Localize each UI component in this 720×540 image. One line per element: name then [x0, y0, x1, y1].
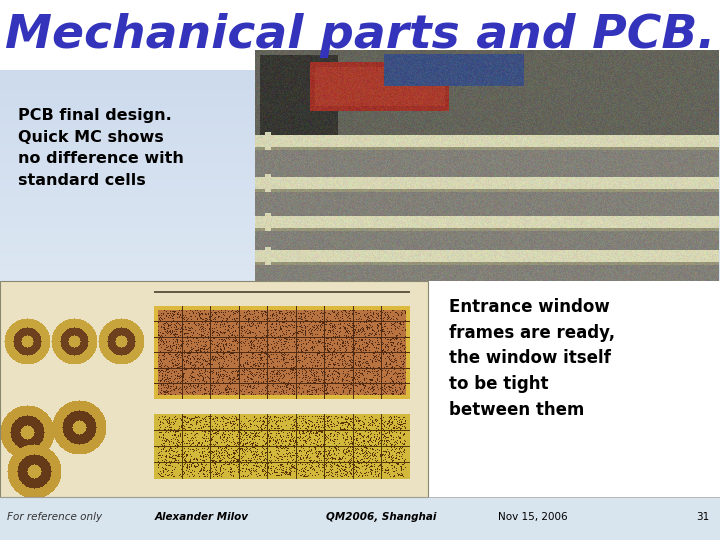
Bar — [428, 281, 720, 497]
Text: Nov 15, 2006: Nov 15, 2006 — [498, 512, 567, 522]
Text: Mechanical parts and PCB.: Mechanical parts and PCB. — [5, 12, 715, 58]
Text: For reference only: For reference only — [7, 512, 102, 522]
Text: Entrance window
frames are ready,
the window itself
to be tight
between them: Entrance window frames are ready, the wi… — [449, 298, 615, 419]
Bar — [0, 497, 720, 540]
Bar — [0, 281, 428, 497]
Text: 31: 31 — [696, 512, 709, 522]
Text: Alexander Milov: Alexander Milov — [155, 512, 248, 522]
Text: PCB final design.
Quick MC shows
no difference with
standard cells: PCB final design. Quick MC shows no diff… — [18, 108, 184, 188]
Text: QM2006, Shanghai: QM2006, Shanghai — [326, 512, 437, 522]
Bar — [0, 0, 720, 70]
